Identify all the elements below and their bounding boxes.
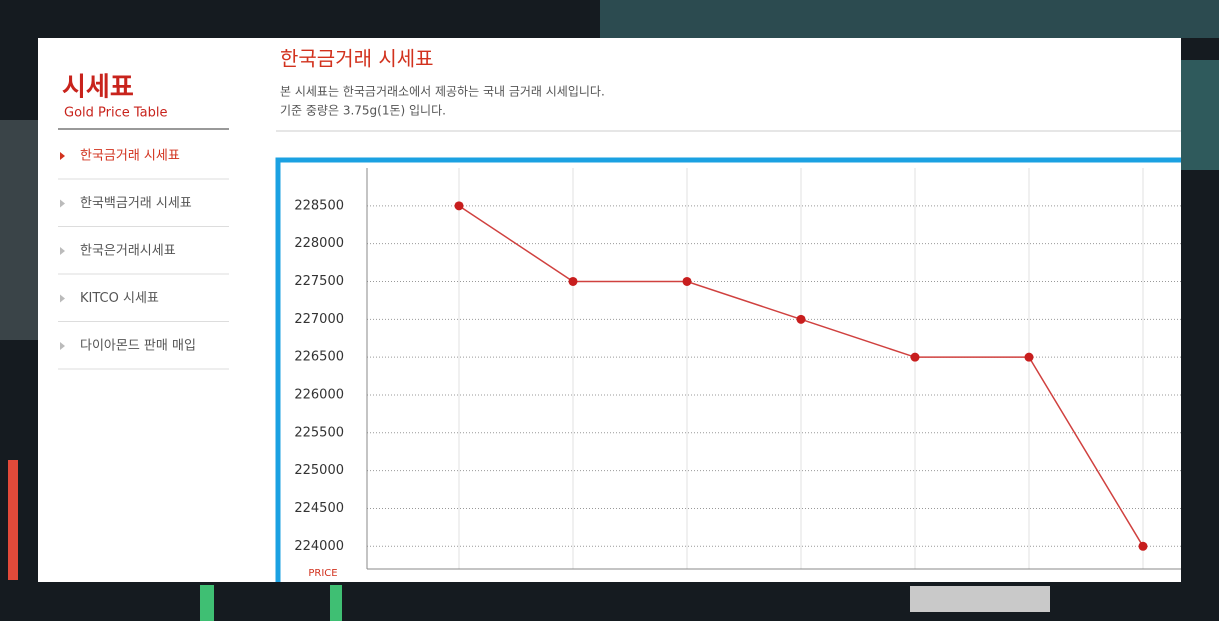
menu-arrow	[60, 152, 65, 160]
y-tick-label: 226500	[294, 350, 344, 365]
menu-item[interactable]: 다이아몬드 판매 매입	[80, 339, 196, 354]
y-tick-label: 227000	[294, 312, 344, 327]
y-tick-label: 228000	[294, 236, 344, 251]
y-tick-label: 227500	[294, 274, 344, 289]
sidebar-subtitle: Gold Price Table	[64, 106, 168, 121]
menu-item[interactable]: KITCO 시세표	[80, 291, 159, 306]
menu-item[interactable]: 한국은거래시세표	[80, 244, 176, 259]
y-tick-label: 228500	[294, 198, 344, 213]
price-point	[1138, 541, 1148, 551]
y-tick-label: 226000	[294, 387, 344, 402]
description: 기준 중량은 3.75g(1돈) 입니다.	[280, 104, 446, 118]
y-tick-label: 225000	[294, 463, 344, 478]
price-point	[910, 352, 920, 362]
y-tick-label: 224000	[294, 539, 344, 554]
menu-arrow	[60, 294, 65, 303]
y-tick-label: 225500	[294, 425, 344, 440]
price-point	[796, 314, 806, 324]
menu-item[interactable]: 한국백금거래 시세표	[80, 196, 192, 211]
y-tick-label: 224500	[294, 501, 344, 516]
price-point	[1024, 352, 1034, 362]
menu-arrow	[60, 342, 65, 350]
price-point	[682, 276, 692, 286]
menu-item[interactable]: 한국금거래 시세표	[80, 149, 180, 164]
menu-arrow	[60, 247, 65, 255]
y-axis-label: PRICE	[308, 568, 337, 579]
menu-arrow	[60, 199, 65, 208]
price-point	[568, 276, 578, 286]
price-point	[454, 201, 464, 211]
sidebar-title: 시세표	[62, 73, 134, 103]
chart-frame	[275, 157, 1181, 582]
page-title: 한국금거래 시세표	[280, 47, 434, 71]
description: 본 시세표는 한국금거래소에서 제공하는 국내 금거래 시세입니다.	[280, 85, 605, 99]
